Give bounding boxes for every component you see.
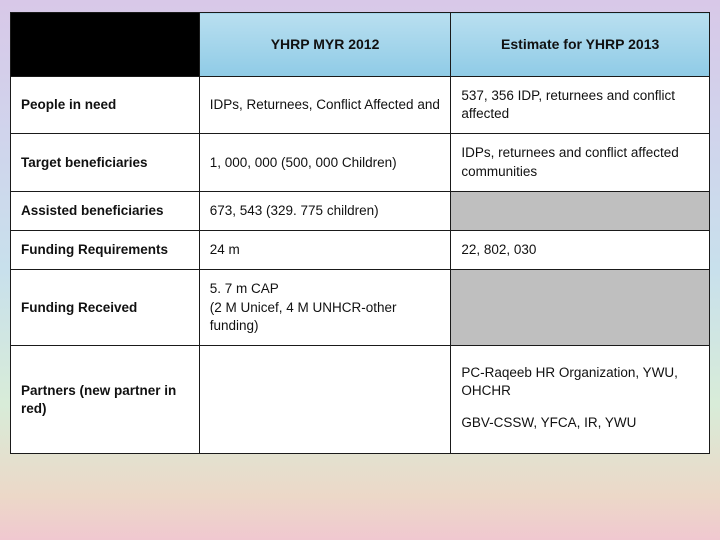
row-label: Assisted beneficiaries [11, 191, 200, 230]
cell-2013: PC-Raqeeb HR Organization, YWU, OHCHR GB… [451, 345, 710, 453]
row-label: Funding Requirements [11, 231, 200, 270]
row-label: Partners (new partner in red) [11, 345, 200, 453]
row-label: Target beneficiaries [11, 134, 200, 191]
header-2013: Estimate for YHRP 2013 [451, 13, 710, 77]
cell-2012: 5. 7 m CAP (2 M Unicef, 4 M UNHCR-other … [199, 270, 451, 346]
row-label: Funding Received [11, 270, 200, 346]
partners-line-1: PC-Raqeeb HR Organization, YWU, OHCHR [461, 365, 678, 398]
row-assisted-beneficiaries: Assisted beneficiaries 673, 543 (329. 77… [11, 191, 710, 230]
cell-2012: 1, 000, 000 (500, 000 Children) [199, 134, 451, 191]
cell-2012: 24 m [199, 231, 451, 270]
partners-line-2: GBV-CSSW, YFCA, IR, YWU [461, 415, 636, 430]
cell-2012: 673, 543 (329. 775 children) [199, 191, 451, 230]
row-funding-requirements: Funding Requirements 24 m 22, 802, 030 [11, 231, 710, 270]
cell-2012: IDPs, Returnees, Conflict Affected and [199, 77, 451, 134]
header-blank [11, 13, 200, 77]
cell-2013 [451, 270, 710, 346]
row-target-beneficiaries: Target beneficiaries 1, 000, 000 (500, 0… [11, 134, 710, 191]
cell-2013: 22, 802, 030 [451, 231, 710, 270]
cell-2013 [451, 191, 710, 230]
cell-2013: 537, 356 IDP, returnees and conflict aff… [451, 77, 710, 134]
table-header: YHRP MYR 2012 Estimate for YHRP 2013 [11, 13, 710, 77]
row-partners: Partners (new partner in red) PC-Raqeeb … [11, 345, 710, 453]
yhrp-summary-table: YHRP MYR 2012 Estimate for YHRP 2013 Peo… [10, 12, 710, 454]
row-funding-received: Funding Received 5. 7 m CAP (2 M Unicef,… [11, 270, 710, 346]
cell-2013: IDPs, returnees and conflict affected co… [451, 134, 710, 191]
cell-2012 [199, 345, 451, 453]
row-label: People in need [11, 77, 200, 134]
row-people-in-need: People in need IDPs, Returnees, Conflict… [11, 77, 710, 134]
header-2012: YHRP MYR 2012 [199, 13, 451, 77]
